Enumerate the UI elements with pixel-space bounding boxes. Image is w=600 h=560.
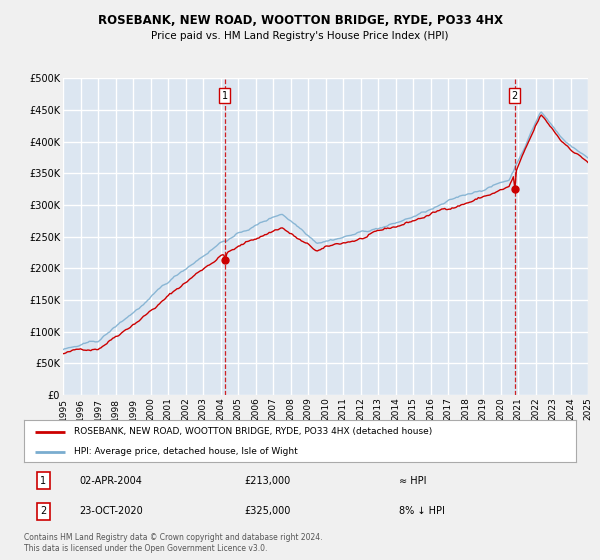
Text: HPI: Average price, detached house, Isle of Wight: HPI: Average price, detached house, Isle… <box>74 447 298 456</box>
Text: ≈ HPI: ≈ HPI <box>400 476 427 486</box>
Text: ROSEBANK, NEW ROAD, WOOTTON BRIDGE, RYDE, PO33 4HX (detached house): ROSEBANK, NEW ROAD, WOOTTON BRIDGE, RYDE… <box>74 427 432 436</box>
Text: £213,000: £213,000 <box>245 476 291 486</box>
Text: 2: 2 <box>40 506 46 516</box>
Text: 2: 2 <box>511 91 518 101</box>
Text: This data is licensed under the Open Government Licence v3.0.: This data is licensed under the Open Gov… <box>24 544 268 553</box>
Text: ROSEBANK, NEW ROAD, WOOTTON BRIDGE, RYDE, PO33 4HX: ROSEBANK, NEW ROAD, WOOTTON BRIDGE, RYDE… <box>97 14 503 27</box>
Text: 1: 1 <box>222 91 228 101</box>
Text: 1: 1 <box>40 476 46 486</box>
Text: 02-APR-2004: 02-APR-2004 <box>79 476 142 486</box>
Text: 23-OCT-2020: 23-OCT-2020 <box>79 506 143 516</box>
Text: Price paid vs. HM Land Registry's House Price Index (HPI): Price paid vs. HM Land Registry's House … <box>151 31 449 41</box>
Text: £325,000: £325,000 <box>245 506 291 516</box>
Text: 8% ↓ HPI: 8% ↓ HPI <box>400 506 445 516</box>
Text: Contains HM Land Registry data © Crown copyright and database right 2024.: Contains HM Land Registry data © Crown c… <box>24 533 323 542</box>
